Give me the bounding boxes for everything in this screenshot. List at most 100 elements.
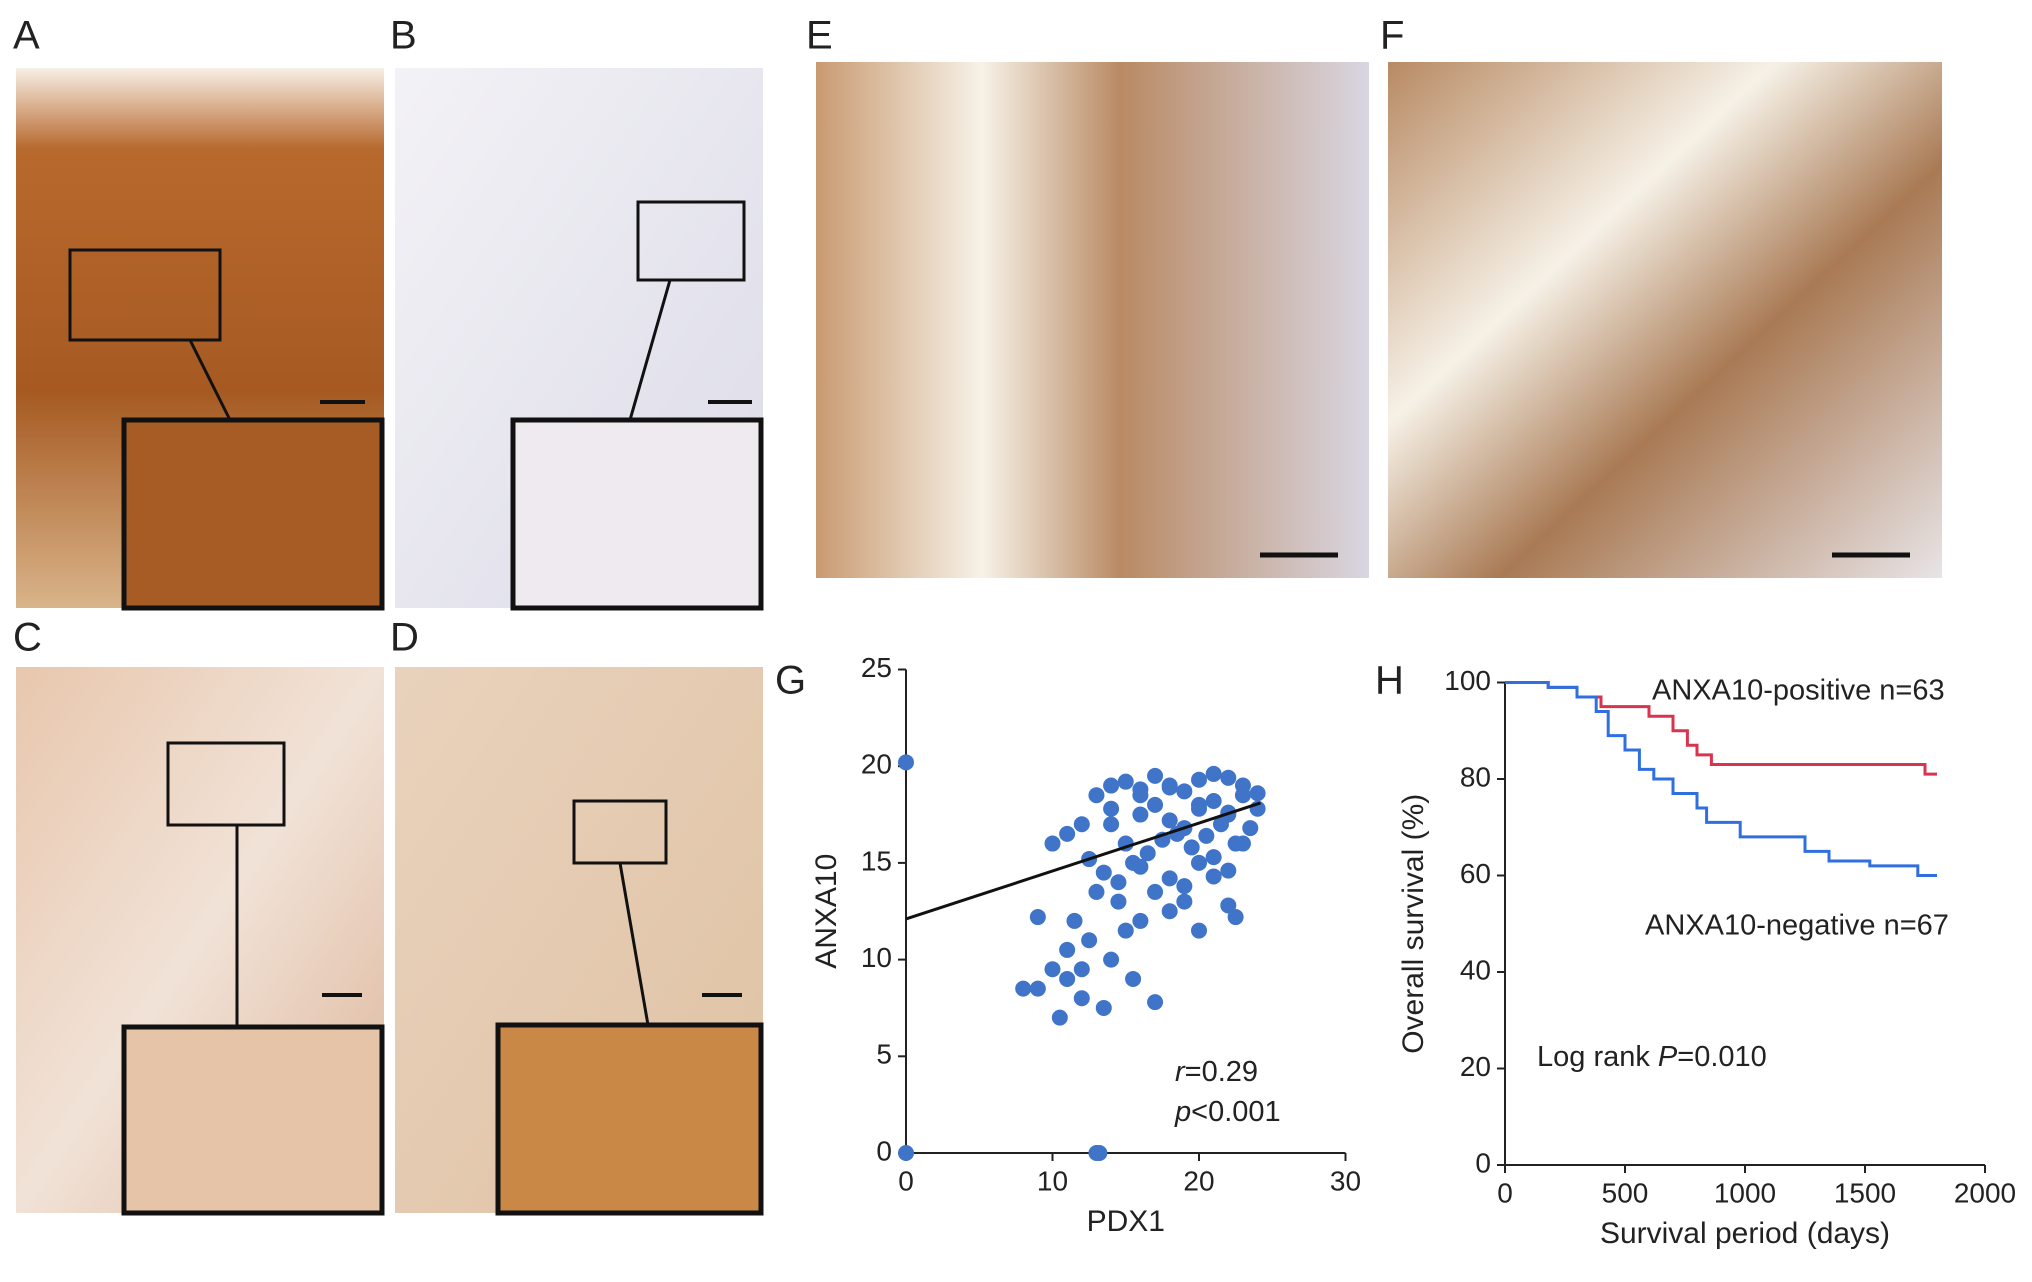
inset-c [121, 1024, 385, 1216]
point [1117, 773, 1134, 790]
point [1059, 970, 1076, 987]
point [1227, 909, 1244, 926]
point [1220, 769, 1237, 786]
panel-label: F [1380, 14, 1404, 58]
x-axis-label: PDX1 [1087, 1205, 1165, 1238]
point [1212, 816, 1229, 833]
y-axis-label: Overall survival (%) [1397, 794, 1430, 1054]
point [1103, 816, 1120, 833]
point [1110, 893, 1127, 910]
x-tick-label: 1500 [1834, 1177, 1896, 1208]
legend-label: ANXA10-positive n=63 [1652, 675, 1945, 707]
roi-box [636, 200, 746, 282]
annotation-part: p [1174, 1096, 1191, 1128]
x-axis-label: Survival period (days) [1600, 1217, 1890, 1250]
point [1242, 820, 1259, 837]
legend-label: ANXA10-negative n=67 [1645, 910, 1949, 942]
point [898, 1145, 914, 1161]
panel-label: E [806, 14, 833, 58]
point [1081, 932, 1098, 949]
roi-box [166, 741, 286, 827]
y-tick-label: 15 [861, 845, 892, 876]
point [1125, 970, 1142, 987]
point [1029, 980, 1046, 997]
y-tick-label: 60 [1460, 858, 1491, 889]
y-axis-label: ANXA10 [810, 854, 843, 969]
point [1191, 922, 1207, 939]
panel-label: G [775, 659, 806, 703]
panel-labels: A B C D E F G H [13, 14, 1404, 703]
point [1183, 839, 1200, 856]
image-f [1388, 62, 1942, 578]
point [1234, 787, 1251, 804]
point [1161, 812, 1178, 829]
point [1147, 883, 1164, 900]
point [1205, 793, 1222, 810]
chart: 0 5 10 15 20 25 0 10 20 30 PDX1 ANXA10 r=0.29 p<0.001 [810, 652, 1361, 1238]
point [1220, 897, 1237, 914]
y-tick-label: 100 [1444, 665, 1491, 696]
point [1059, 941, 1076, 958]
annotation-part: <0.001 [1191, 1096, 1281, 1128]
x-tick-label: 0 [898, 1165, 914, 1196]
point [1132, 806, 1149, 823]
annotation-part: =0.010 [1677, 1041, 1767, 1073]
point [1176, 893, 1193, 910]
point [1205, 868, 1222, 885]
point [1147, 767, 1164, 784]
x-tick-label: 2000 [1954, 1177, 2016, 1208]
annotation-part: Log rank [1537, 1041, 1658, 1073]
charts: 0 5 10 15 20 25 0 10 20 30 PDX1 ANXA10 r=0.29 p<0.001… [810, 652, 2016, 1250]
image-e [816, 62, 1369, 578]
point [898, 754, 914, 771]
trend-line [905, 801, 1261, 921]
point [1176, 783, 1193, 800]
connector [188, 339, 232, 421]
point [1132, 912, 1149, 929]
annotation-part: r [1175, 1056, 1186, 1088]
point [1044, 961, 1061, 978]
point [1147, 796, 1164, 813]
panel-label: H [1375, 659, 1404, 703]
point [1103, 951, 1120, 968]
point [1191, 854, 1207, 871]
survival-curve [1505, 681, 1937, 877]
point [1088, 883, 1105, 900]
point [1132, 858, 1149, 875]
roi-box [68, 248, 222, 342]
panel-label: D [390, 616, 419, 660]
y-tick-label: 0 [1475, 1147, 1491, 1178]
y-tick-label: 25 [861, 652, 892, 683]
point [1161, 903, 1178, 920]
y-tick-label: 40 [1460, 954, 1491, 985]
point [1059, 825, 1076, 842]
point [1191, 796, 1207, 813]
point [1015, 980, 1032, 997]
x-tick-label: 1000 [1714, 1177, 1776, 1208]
point [1132, 787, 1149, 804]
panel-label: C [13, 616, 42, 660]
point [1205, 849, 1222, 866]
x-tick-label: 10 [1037, 1165, 1068, 1196]
annotation: Log rank P=0.010 [1537, 1041, 1767, 1073]
point [1095, 999, 1112, 1016]
y-tick-label: 20 [1460, 1051, 1491, 1082]
x-tick-label: 30 [1330, 1165, 1361, 1196]
point [1073, 961, 1090, 978]
y-tick-label: 80 [1460, 761, 1491, 792]
point [1110, 874, 1127, 891]
x-tick-label: 500 [1602, 1177, 1649, 1208]
point [1095, 864, 1112, 881]
point [1066, 912, 1083, 929]
y-tick-label: 0 [876, 1135, 892, 1166]
annotation-part: =0.29 [1185, 1056, 1258, 1088]
point [1073, 816, 1090, 833]
point [1088, 787, 1105, 804]
annotation: r=0.29 [1175, 1056, 1258, 1088]
point [1249, 785, 1266, 802]
connector [618, 862, 650, 1026]
panel-label: A [13, 14, 40, 58]
micrographs [16, 62, 1942, 1216]
